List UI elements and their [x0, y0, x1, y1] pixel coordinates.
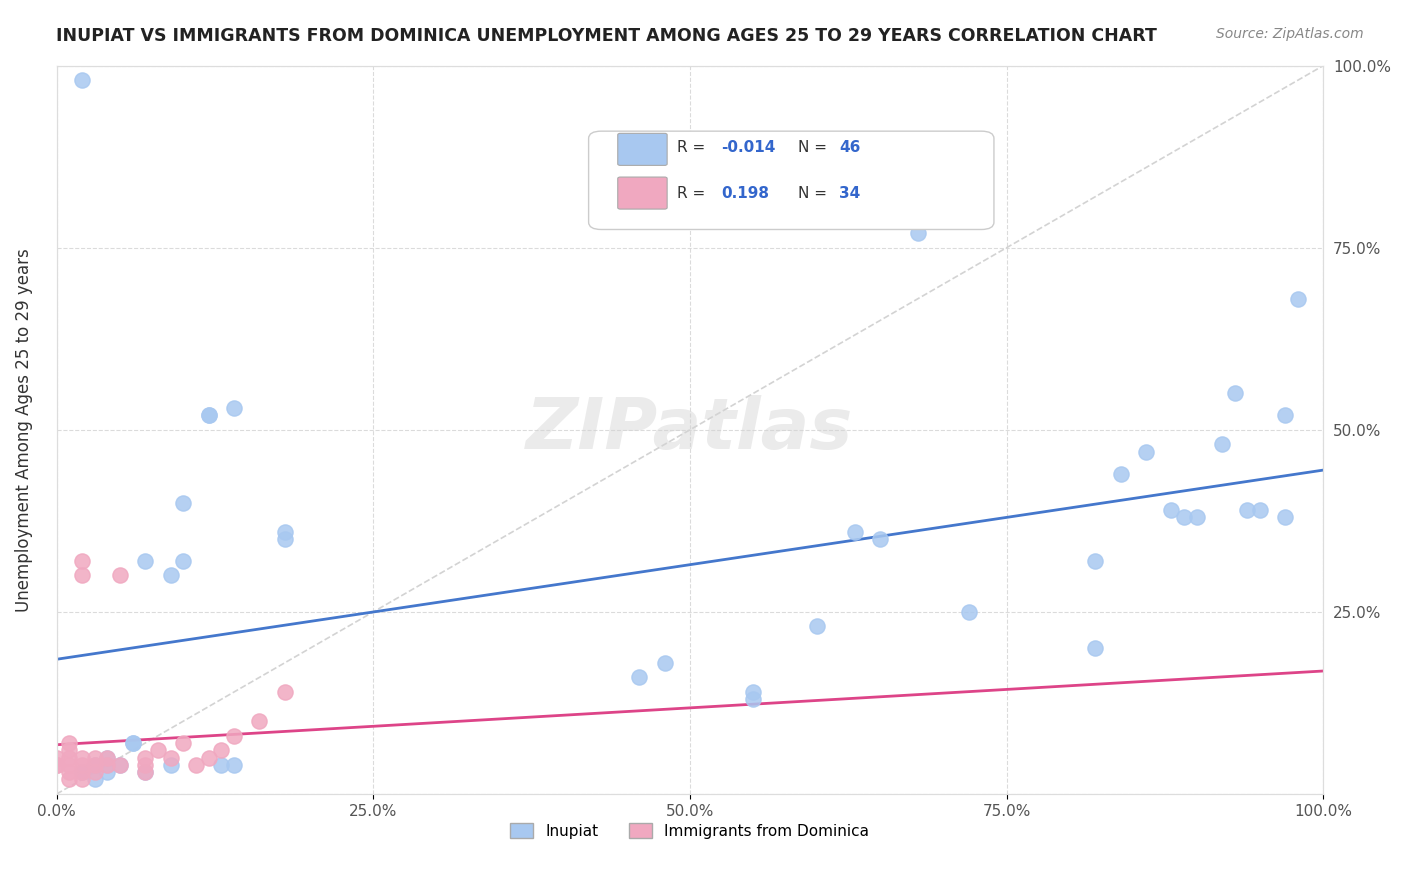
Point [1160, 503, 1182, 517]
Point [134, 757, 156, 772]
Point [134, 750, 156, 764]
Point [70, 750, 93, 764]
Text: 0.198: 0.198 [721, 186, 769, 201]
Point [1249, 503, 1271, 517]
Point [146, 743, 169, 757]
Text: R =: R = [678, 140, 710, 154]
Point [1135, 444, 1157, 458]
Point [172, 496, 194, 510]
Legend: Inupiat, Immigrants from Dominica: Inupiat, Immigrants from Dominica [505, 816, 876, 845]
Point [70, 765, 93, 780]
Text: 46: 46 [839, 140, 860, 154]
Point [70, 765, 93, 780]
Point [209, 743, 232, 757]
Point [222, 757, 245, 772]
Point [70, 73, 93, 87]
Point [1211, 437, 1233, 451]
Point [159, 757, 181, 772]
Point [184, 757, 207, 772]
Point [134, 765, 156, 780]
Point [222, 401, 245, 415]
Point [58, 765, 80, 780]
Point [58, 743, 80, 757]
Point [70, 568, 93, 582]
Point [45, 750, 67, 764]
Point [1236, 503, 1258, 517]
Point [159, 750, 181, 764]
Point [172, 554, 194, 568]
FancyBboxPatch shape [589, 131, 994, 229]
Point [96, 757, 118, 772]
Point [742, 685, 765, 699]
Point [1223, 386, 1246, 401]
Text: 34: 34 [839, 186, 860, 201]
Point [1173, 510, 1195, 524]
Point [197, 409, 219, 423]
Point [121, 736, 143, 750]
Point [273, 532, 295, 546]
Text: N =: N = [797, 140, 831, 154]
Text: ZIPatlas: ZIPatlas [526, 395, 853, 465]
Point [108, 568, 131, 582]
Point [1084, 641, 1107, 656]
Point [628, 670, 651, 684]
Text: -0.014: -0.014 [721, 140, 776, 154]
Point [172, 736, 194, 750]
FancyBboxPatch shape [617, 177, 666, 209]
Point [134, 554, 156, 568]
Point [58, 736, 80, 750]
Point [83, 757, 105, 772]
Point [209, 757, 232, 772]
Y-axis label: Unemployment Among Ages 25 to 29 years: Unemployment Among Ages 25 to 29 years [15, 248, 32, 612]
Point [1109, 467, 1132, 481]
Point [96, 750, 118, 764]
Point [70, 772, 93, 787]
Point [83, 772, 105, 787]
Point [58, 750, 80, 764]
Point [159, 568, 181, 582]
Point [70, 757, 93, 772]
Point [96, 757, 118, 772]
Point [121, 736, 143, 750]
Point [844, 524, 866, 539]
Point [1286, 292, 1309, 306]
Point [197, 409, 219, 423]
Text: INUPIAT VS IMMIGRANTS FROM DOMINICA UNEMPLOYMENT AMONG AGES 25 TO 29 YEARS CORRE: INUPIAT VS IMMIGRANTS FROM DOMINICA UNEM… [56, 27, 1157, 45]
Point [70, 554, 93, 568]
Point [1274, 510, 1296, 524]
Point [45, 757, 67, 772]
Point [806, 619, 828, 633]
Point [197, 750, 219, 764]
Text: R =: R = [678, 186, 710, 201]
Point [869, 532, 891, 546]
Point [96, 765, 118, 780]
Point [45, 757, 67, 772]
Point [273, 524, 295, 539]
Point [1274, 409, 1296, 423]
Point [1185, 510, 1208, 524]
FancyBboxPatch shape [617, 133, 666, 165]
Point [742, 692, 765, 706]
Point [108, 757, 131, 772]
Point [134, 765, 156, 780]
Text: N =: N = [797, 186, 831, 201]
Point [83, 750, 105, 764]
Point [58, 757, 80, 772]
Point [222, 729, 245, 743]
Point [58, 772, 80, 787]
Point [108, 757, 131, 772]
Point [957, 605, 980, 619]
Point [907, 226, 929, 240]
Point [273, 685, 295, 699]
Text: Source: ZipAtlas.com: Source: ZipAtlas.com [1216, 27, 1364, 41]
Point [83, 765, 105, 780]
Point [247, 714, 270, 728]
Point [654, 656, 676, 670]
Point [96, 750, 118, 764]
Point [83, 757, 105, 772]
Point [1084, 554, 1107, 568]
